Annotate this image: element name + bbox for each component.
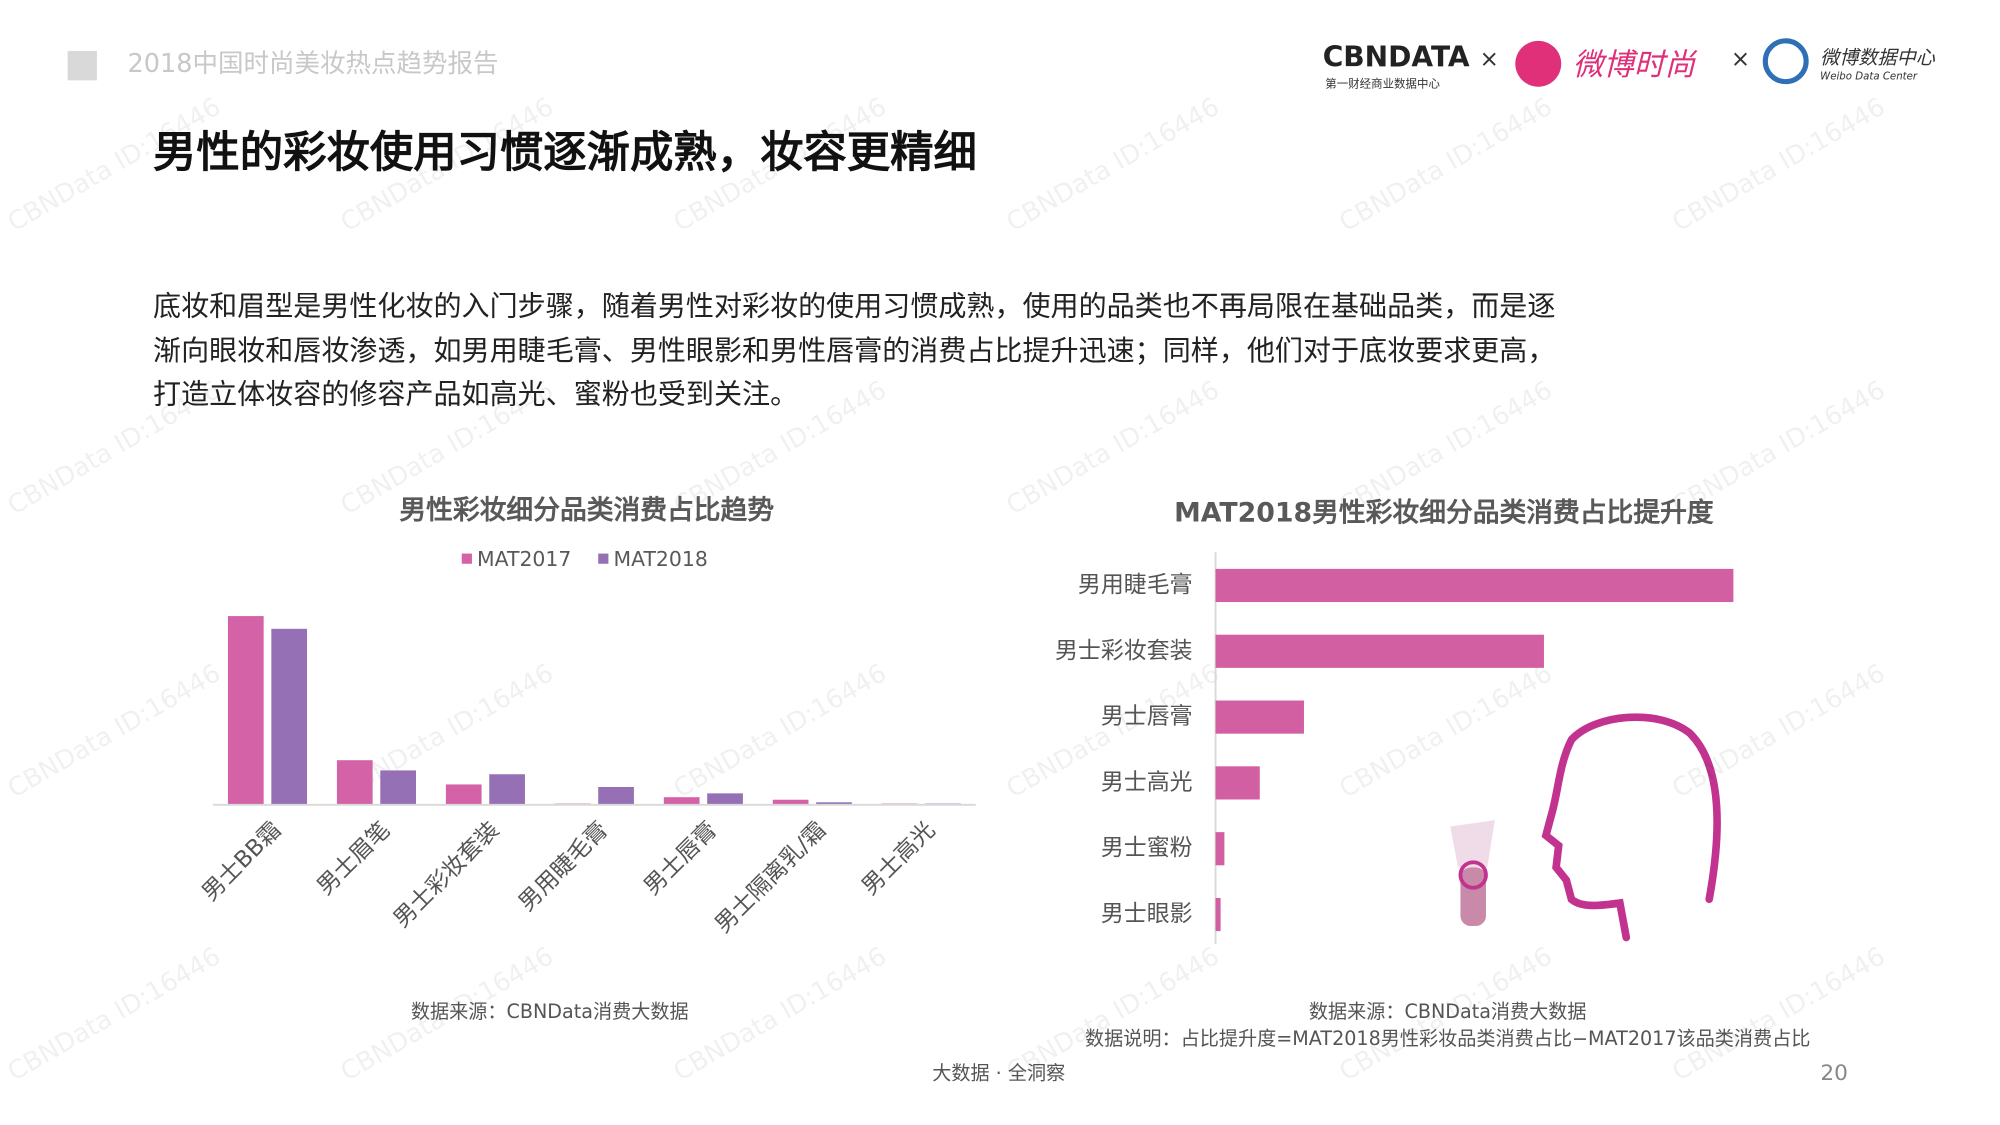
y-tick-label: 男士彩妆套装 — [1055, 638, 1193, 664]
body-line: 渐向眼妆和唇妆渗透，如男用睫毛膏、男性眼影和男性唇膏的消费占比提升迅速；同样，他… — [153, 334, 1555, 367]
logo-icon — [1762, 38, 1809, 85]
lipstick-icon — [1458, 860, 1488, 890]
bar — [380, 770, 416, 805]
bar — [445, 784, 482, 805]
y-tick-label: 男士蜜粉 — [1101, 835, 1193, 861]
body-line: 底妆和眉型是男性化妆的入门步骤，随着男性对彩妆的使用习惯成熟，使用的品类也不再局… — [153, 289, 1555, 322]
bar — [598, 786, 634, 805]
source: 数据来源：CBNData消费大数据 — [1309, 1000, 1587, 1023]
bar — [1215, 832, 1225, 866]
bar — [772, 799, 809, 805]
logo: 微博数据中心 — [1820, 46, 1936, 69]
bar — [489, 774, 525, 805]
footer-slogan: 大数据 · 全洞察 — [932, 1061, 1065, 1084]
title: 男性的彩妆使用习惯逐渐成熟，妆容更精细 — [153, 128, 977, 178]
bar — [663, 797, 700, 805]
logo: Weibo Data Center — [1820, 72, 1918, 83]
bar — [336, 760, 373, 805]
logo: × — [1480, 46, 1499, 72]
lipstick-icon — [1460, 867, 1486, 927]
y-tick-label: 男用睫毛膏 — [1078, 572, 1193, 598]
chart-title: 男性彩妆细分品类消费占比趋势 — [399, 494, 774, 526]
header-square — [67, 51, 97, 81]
logo: 微博时尚 — [1573, 48, 1698, 83]
bar — [707, 793, 743, 805]
chart-title: MAT2018男性彩妆细分品类消费占比提升度 — [1174, 497, 1714, 529]
bar — [1215, 897, 1221, 932]
legend-swatch — [598, 553, 609, 564]
logo: × — [1731, 46, 1750, 72]
y-tick-label: 男士高光 — [1101, 769, 1193, 795]
bar — [1215, 634, 1544, 668]
lipstick-icon — [1450, 820, 1495, 868]
head-icon — [1541, 713, 1721, 942]
report-name: 2018中国时尚美妆热点趋势报告 — [128, 49, 499, 79]
bar — [1215, 568, 1734, 603]
y-tick-label: 男士唇膏 — [1101, 704, 1193, 730]
source: 数据来源：CBNData消费大数据 — [411, 1000, 689, 1023]
logo-icon — [1515, 40, 1562, 87]
bar — [816, 802, 852, 805]
y-tick-label: 男士眼影 — [1101, 901, 1193, 927]
logo: CBNDATA — [1323, 41, 1470, 74]
body-line: 打造立体妆容的修容产品如高光、蜜粉也受到关注。 — [153, 377, 798, 410]
legend-swatch — [461, 553, 472, 564]
legend-label: MAT2018 — [614, 547, 708, 571]
bar — [271, 628, 308, 805]
bar — [227, 616, 264, 805]
logo: 第一财经商业数据中心 — [1325, 77, 1440, 91]
page-number: 20 — [1820, 1061, 1848, 1086]
note: 数据说明：占比提升度=MAT2018男性彩妆品类消费占比−MAT2017该品类消… — [1085, 1027, 1810, 1050]
legend-label: MAT2017 — [477, 547, 571, 571]
bar — [1215, 766, 1260, 800]
bar — [1215, 700, 1304, 734]
